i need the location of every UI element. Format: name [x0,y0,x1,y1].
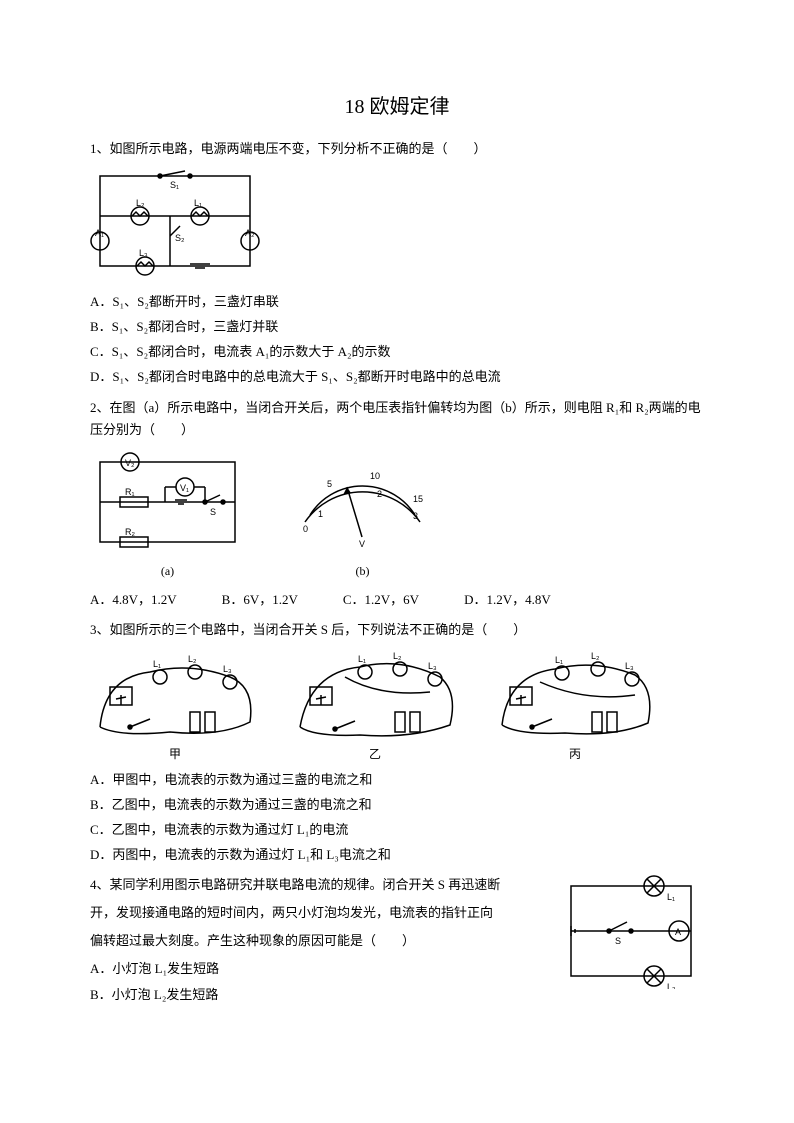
q4-stem-l1: 4、某同学利用图示电路研究并联电路电流的规律。闭合开关 S 再迅速断 [90,874,539,896]
q4-opt-a: A．小灯泡 L₁发生短路 [90,958,539,980]
q3-opt-c: C．乙图中，电流表的示数为通过灯 L₁的电流 [90,819,704,841]
circuit-sketch-icon: L₁ L₂ L₃ [90,647,260,742]
svg-text:L₂: L₂ [667,982,676,989]
svg-text:5: 5 [327,479,332,489]
svg-text:1: 1 [318,509,323,519]
q4-stem-l3: 偏转超过最大刻度。产生这种现象的原因可能是（ ） [90,930,539,952]
svg-text:S₂: S₂ [175,233,185,243]
q1-opt-c: C．S₁、S₂都闭合时，电流表 A₁的示数大于 A₂的示数 [90,341,704,363]
svg-text:S: S [210,507,216,517]
q1-stem: 1、如图所示电路，电源两端电压不变，下列分析不正确的是（ ） [90,138,704,160]
svg-text:L₁: L₁ [153,659,161,669]
q3-opt-a: A．甲图中，电流表的示数为通过三盏的电流之和 [90,769,704,791]
q2-opt-c: C．1.2V，6V [343,589,419,611]
svg-text:A₁: A₁ [95,228,104,238]
q2-fig-b-label: (b) [285,561,440,581]
svg-text:L₂: L₂ [188,654,197,664]
page-title: 18 欧姆定律 [90,90,704,124]
q3-opt-b: B．乙图中，电流表的示数为通过三盏的电流之和 [90,794,704,816]
svg-text:A₂: A₂ [245,228,255,238]
q4-opt-b: B．小灯泡 L₂发生短路 [90,984,539,1006]
q1-options: A．S₁、S₂都断开时，三盏灯串联 B．S₁、S₂都闭合时，三盏灯并联 C．S₁… [90,291,704,388]
circuit-diagram-icon: L₂ L₁ L₃ A₁ A₂ S₁ S₂ [90,166,260,276]
q1-figure: L₂ L₁ L₃ A₁ A₂ S₁ S₂ [90,166,704,283]
q2-options: A．4.8V，1.2V B．6V，1.2V C．1.2V，6V D．1.2V，4… [90,589,704,611]
svg-text:S: S [615,936,621,946]
svg-text:2: 2 [377,489,382,499]
q3-fig3-label: 丙 [569,744,581,764]
svg-text:L₁: L₁ [194,198,202,208]
q1-opt-b: B．S₁、S₂都闭合时，三盏灯并联 [90,316,704,338]
svg-text:R₁: R₁ [125,487,135,497]
svg-text:V₂: V₂ [125,458,135,468]
q3-stem: 3、如图所示的三个电路中，当闭合开关 S 后，下列说法不正确的是（ ） [90,619,704,641]
svg-text:15: 15 [413,494,423,504]
q4-stem-l2: 开，发现接通电路的短时间内，两只小灯泡均发光，电流表的指针正向 [90,902,539,924]
circuit-diagram-icon: V₂ V₁ R₁ R₂ S [90,447,245,552]
svg-text:L₂: L₂ [136,198,145,208]
svg-text:3: 3 [413,511,418,521]
q4-block: 4、某同学利用图示电路研究并联电路电流的规律。闭合开关 S 再迅速断 开，发现接… [90,874,704,1013]
voltmeter-icon: 0 5 10 15 1 2 3 V [285,457,440,552]
q2-stem: 2、在图（a）所示电路中，当闭合开关后，两个电压表指针偏转均为图（b）所示，则电… [90,397,704,441]
svg-text:L₃: L₃ [223,664,232,674]
svg-text:L₂: L₂ [591,651,600,661]
svg-text:L₁: L₁ [358,654,366,664]
svg-text:R₂: R₂ [125,527,135,537]
svg-text:L₃: L₃ [625,661,634,671]
svg-text:A: A [675,927,681,937]
svg-text:L₃: L₃ [428,661,437,671]
q3-fig2-label: 乙 [369,744,381,764]
q2-opt-b: B．6V，1.2V [222,589,298,611]
svg-text:L₁: L₁ [555,655,563,665]
svg-text:V₁: V₁ [180,483,189,493]
q4-options: A．小灯泡 L₁发生短路 B．小灯泡 L₂发生短路 [90,958,539,1005]
svg-text:10: 10 [370,471,380,481]
svg-text:V: V [359,539,365,549]
circuit-sketch-icon: L₁ L₂ L₃ [490,647,660,742]
q2-figures: V₂ V₁ R₁ R₂ S (a) 0 5 10 15 1 2 3 V (b) [90,447,704,581]
svg-text:L₃: L₃ [139,248,148,258]
q2-fig-a-label: (a) [90,561,245,581]
q2-opt-d: D．1.2V，4.8V [464,589,551,611]
circuit-sketch-icon: L₁ L₂ L₃ [290,647,460,742]
svg-text:0: 0 [303,524,308,534]
svg-text:S₁: S₁ [170,180,179,190]
svg-text:L₂: L₂ [393,651,402,661]
q3-figures: L₁ L₂ L₃ 甲 L₁ L₂ L₃ 乙 L₁ L₂ L₃ 丙 [90,647,704,764]
svg-text:L₁: L₁ [667,892,675,902]
q1-opt-a: A．S₁、S₂都断开时，三盏灯串联 [90,291,704,313]
q3-opt-d: D．丙图中，电流表的示数为通过灯 L₁和 L₃电流之和 [90,844,704,866]
q3-options: A．甲图中，电流表的示数为通过三盏的电流之和 B．乙图中，电流表的示数为通过三盏… [90,769,704,866]
q4-figure: L₁ L₂ A S [559,874,704,1013]
q1-opt-d: D．S₁、S₂都闭合时电路中的总电流大于 S₁、S₂都断开时电路中的总电流 [90,366,704,388]
q2-opt-a: A．4.8V，1.2V [90,589,177,611]
q3-fig1-label: 甲 [169,744,181,764]
